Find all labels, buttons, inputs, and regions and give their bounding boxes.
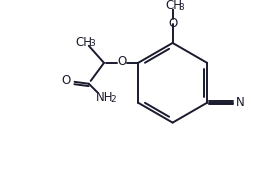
Text: CH: CH <box>76 36 93 49</box>
Text: 3: 3 <box>178 3 184 12</box>
Text: O: O <box>61 74 71 87</box>
Text: 2: 2 <box>111 95 116 104</box>
Text: 3: 3 <box>90 39 95 48</box>
Text: CH: CH <box>165 0 182 12</box>
Text: O: O <box>117 55 127 68</box>
Text: N: N <box>236 96 245 109</box>
Text: O: O <box>168 17 177 30</box>
Text: NH: NH <box>96 91 114 104</box>
